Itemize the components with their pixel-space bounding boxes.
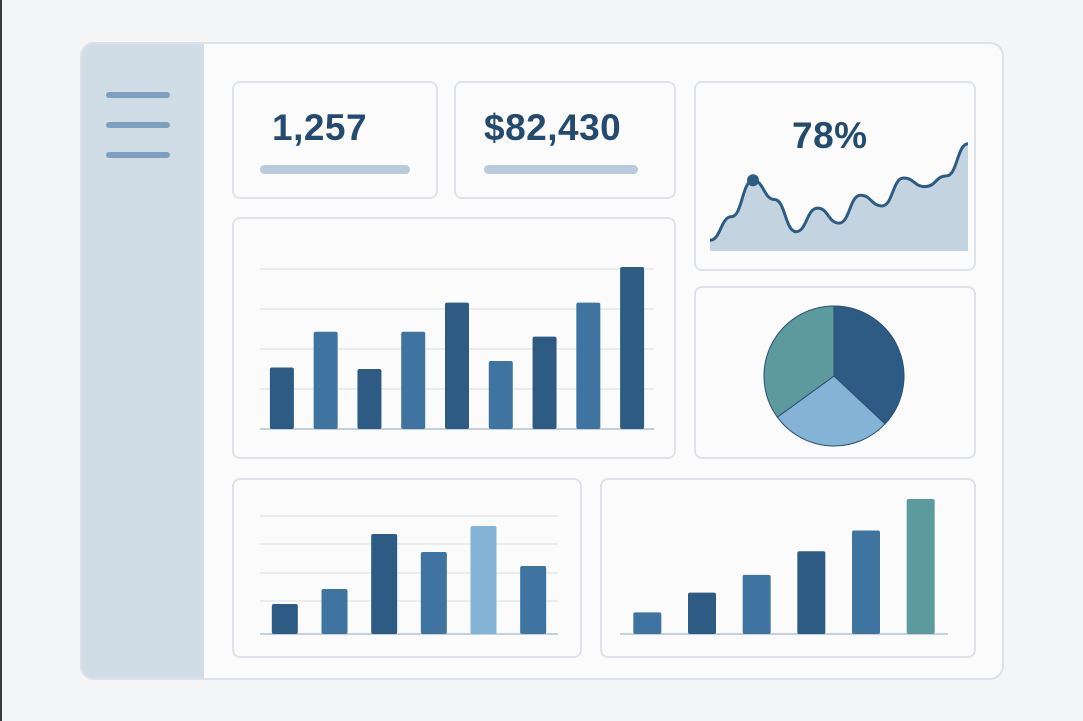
bar (906, 498, 935, 634)
kpi-value-revenue: $82,430 (484, 107, 622, 148)
bar-chart-card (232, 217, 676, 459)
dashboard-window: 1,257 $82,430 78% (80, 42, 1004, 680)
bar (576, 302, 601, 429)
bar (633, 612, 662, 634)
pie-slice (763, 305, 835, 418)
bar (470, 526, 497, 634)
bar (401, 331, 426, 429)
sparkline-chart (709, 142, 969, 251)
bar (797, 551, 826, 634)
bar (357, 369, 382, 429)
bar (520, 566, 547, 634)
pie-chart-card (694, 286, 976, 459)
kpi-card-users: 1,257 (232, 81, 438, 199)
bar-chart-card-bottom-right (600, 478, 976, 658)
hamburger-menu-icon[interactable] (106, 92, 170, 158)
bar (313, 331, 338, 429)
kpi-card-rate: 78% (694, 81, 976, 271)
bar (321, 589, 348, 634)
bar (620, 267, 645, 429)
bar (269, 367, 294, 429)
kpi-placeholder-bar (484, 165, 638, 174)
pie-slice (776, 375, 886, 447)
bar-chart-bottom-left (260, 515, 558, 635)
bar (852, 530, 880, 634)
bar (532, 336, 557, 429)
window-edge (0, 0, 2, 721)
sparkline-point (747, 174, 759, 187)
bar (420, 552, 447, 634)
sparkline-area (710, 143, 968, 251)
kpi-placeholder-bar (260, 165, 410, 174)
bar (742, 574, 771, 634)
pie-chart (763, 305, 905, 447)
bar (445, 302, 469, 429)
bar (371, 534, 398, 634)
bar-chart-bottom-right (620, 498, 948, 635)
pie-slice (833, 305, 905, 425)
bar (488, 360, 513, 429)
kpi-value-users: 1,257 (272, 107, 368, 148)
bar-chart-card-bottom-left (232, 478, 582, 658)
kpi-card-revenue: $82,430 (454, 81, 676, 199)
bar (271, 604, 298, 634)
bar-chart (260, 267, 654, 430)
kpi-value-rate: 78% (792, 115, 868, 156)
bar (688, 592, 716, 634)
sidebar (82, 44, 204, 678)
